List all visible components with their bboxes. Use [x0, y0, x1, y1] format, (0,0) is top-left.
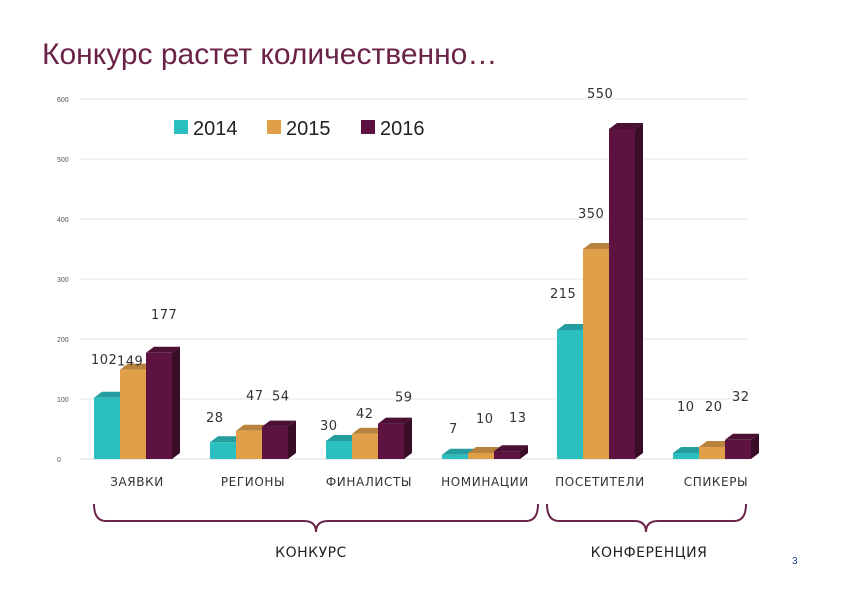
bar	[673, 453, 699, 459]
bar-top	[146, 346, 180, 353]
legend-label: 2015	[286, 118, 331, 140]
y-tick-label: 400	[57, 217, 69, 224]
bar-top	[326, 435, 360, 441]
data-label: 177	[151, 308, 177, 323]
data-label: 20	[705, 400, 723, 415]
slide-number: 3	[792, 556, 798, 567]
bar-side	[751, 433, 759, 459]
category-label: ЗАЯВКИ	[110, 475, 164, 489]
bar-side	[404, 417, 412, 459]
bar	[94, 397, 120, 459]
bar-top	[236, 424, 270, 431]
legend-swatch	[174, 120, 188, 134]
bar	[326, 441, 352, 459]
bar-top	[468, 447, 502, 453]
category-label: НОМИНАЦИИ	[441, 475, 529, 489]
group-label: КОНФЕРЕНЦИЯ	[591, 545, 708, 561]
data-label: 54	[272, 390, 290, 405]
data-label: 350	[578, 207, 604, 222]
slide-title: Конкурс растет количественно…	[42, 38, 498, 71]
data-label: 149	[117, 355, 143, 370]
legend-swatch	[267, 120, 281, 134]
legend-label: 2016	[380, 118, 425, 140]
data-label: 32	[732, 390, 750, 405]
bar-top	[442, 448, 476, 455]
bar	[725, 439, 751, 459]
bar-side	[172, 346, 180, 459]
bar-side	[635, 123, 643, 459]
bar-top	[725, 433, 759, 440]
bar-top	[699, 441, 733, 447]
y-tick-label: 300	[57, 277, 69, 284]
bar	[120, 369, 146, 459]
y-tick-label: 100	[57, 397, 69, 404]
category-label: ПОСЕТИТЕЛИ	[555, 475, 645, 489]
bar	[468, 453, 494, 459]
bar-side	[288, 420, 296, 459]
data-label: 215	[550, 287, 576, 302]
category-label: СПИКЕРЫ	[684, 475, 749, 489]
bar-top	[609, 123, 643, 129]
data-label: 550	[587, 87, 613, 102]
legend-swatch	[361, 120, 375, 134]
data-label: 30	[320, 419, 338, 434]
y-tick-label: 500	[57, 157, 69, 164]
bar	[557, 330, 583, 459]
bar-top	[583, 243, 617, 249]
bar-top	[557, 324, 591, 330]
data-label: 47	[246, 389, 264, 404]
bar	[442, 454, 468, 459]
bar	[609, 129, 635, 459]
bar-top	[210, 436, 244, 443]
bar-top	[94, 391, 128, 398]
bar-top	[352, 427, 386, 434]
bar-top	[673, 447, 707, 453]
data-label: 13	[509, 411, 527, 426]
data-label: 10	[677, 400, 695, 415]
legend-label: 2014	[193, 118, 238, 140]
data-label: 28	[206, 411, 224, 426]
bar-top	[262, 420, 296, 427]
data-label: 59	[395, 391, 413, 406]
bar-top	[120, 363, 154, 370]
bar	[210, 442, 236, 459]
category-label: РЕГИОНЫ	[221, 475, 285, 489]
bar	[262, 426, 288, 459]
group-brace	[546, 503, 747, 533]
bar-top	[378, 417, 412, 424]
data-label: 42	[356, 407, 374, 422]
data-label: 10	[476, 412, 494, 427]
bar-side	[520, 445, 528, 459]
bar	[146, 352, 172, 459]
category-label: ФИНАЛИСТЫ	[326, 475, 412, 489]
y-tick-label: 600	[57, 97, 69, 104]
data-label: 102	[91, 353, 117, 368]
bar	[494, 451, 520, 459]
y-tick-label: 200	[57, 337, 69, 344]
data-label: 7	[449, 422, 458, 437]
bar	[236, 430, 262, 459]
bar	[378, 423, 404, 459]
group-label: КОНКУРС	[275, 545, 347, 561]
bar-top	[494, 445, 528, 452]
group-brace	[93, 503, 539, 533]
bar	[352, 433, 378, 459]
y-tick-label: 0	[57, 457, 61, 464]
bar	[699, 447, 725, 459]
bar	[583, 249, 609, 459]
